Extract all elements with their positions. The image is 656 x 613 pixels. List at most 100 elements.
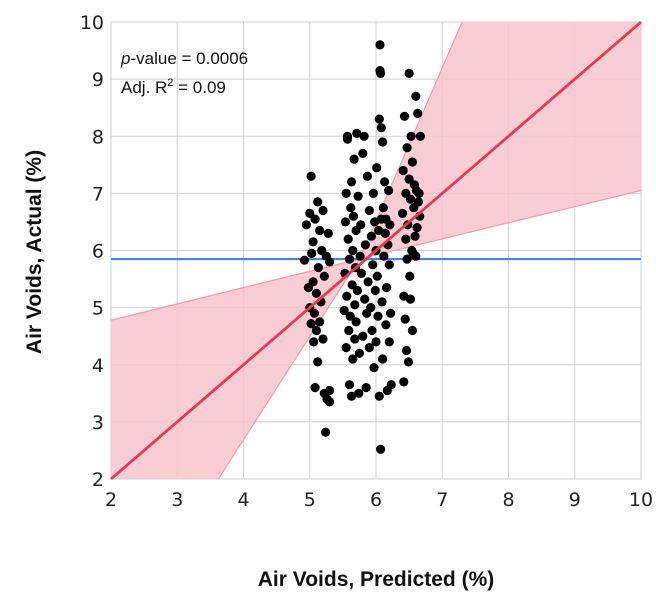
- data-point: [351, 317, 361, 327]
- data-point: [310, 383, 320, 393]
- data-point: [386, 308, 396, 318]
- data-point: [370, 285, 380, 296]
- x-tick-label: 3: [171, 489, 183, 511]
- data-point: [339, 305, 349, 316]
- data-point: [313, 357, 323, 367]
- data-point: [373, 311, 383, 321]
- y-tick-label: 3: [92, 412, 104, 434]
- data-point: [380, 228, 390, 238]
- y-tick-label: 9: [92, 69, 104, 91]
- data-point: [415, 131, 425, 141]
- pvalue-annotation: p-value = 0.0006: [120, 49, 248, 68]
- data-point: [343, 234, 353, 244]
- data-point: [382, 283, 392, 293]
- data-point: [346, 203, 356, 213]
- data-point: [403, 357, 414, 367]
- data-point: [399, 111, 410, 121]
- data-point: [372, 271, 382, 281]
- fit-line-segment: [110, 20, 642, 481]
- data-point: [378, 203, 388, 213]
- data-point: [353, 191, 363, 201]
- data-point: [361, 383, 371, 393]
- x-tick-label: 7: [436, 489, 448, 511]
- x-tick-label: 8: [502, 489, 514, 511]
- data-point: [350, 334, 360, 344]
- data-point: [310, 214, 320, 224]
- data-point: [412, 223, 422, 233]
- data-point: [402, 143, 412, 153]
- data-point: [368, 188, 378, 198]
- data-point: [355, 251, 365, 261]
- data-point: [344, 325, 354, 336]
- data-point: [350, 300, 360, 310]
- tick-labels: 2 3 4 5 6 7 8 9 10 2 3 4 5 6 7 8 9 10: [80, 12, 653, 511]
- data-point: [340, 217, 351, 227]
- x-tick-label: 5: [304, 489, 316, 511]
- data-point: [374, 114, 384, 124]
- data-point: [348, 354, 358, 364]
- data-point: [325, 397, 335, 407]
- data-point: [413, 108, 423, 118]
- data-point: [377, 297, 387, 307]
- data-point: [309, 308, 319, 318]
- data-point: [349, 154, 359, 164]
- data-point: [313, 197, 323, 207]
- data-point: [367, 325, 377, 336]
- data-point: [344, 380, 355, 390]
- data-point: [386, 380, 396, 390]
- data-point: [401, 234, 411, 244]
- data-point: [342, 291, 352, 301]
- data-point: [397, 208, 408, 218]
- data-point: [308, 277, 318, 287]
- data-point: [360, 294, 370, 304]
- data-point: [325, 385, 335, 396]
- x-tick-label: 10: [629, 489, 653, 511]
- data-point: [309, 337, 319, 347]
- data-point: [378, 354, 388, 364]
- data-point: [407, 157, 417, 167]
- data-point: [306, 319, 316, 329]
- data-point: [306, 171, 316, 181]
- y-tick-label: 7: [92, 183, 104, 205]
- data-point: [354, 388, 364, 398]
- data-point: [301, 220, 311, 230]
- r2-annotation: Adj. R2 = 0.09: [121, 77, 226, 97]
- data-point: [341, 343, 351, 353]
- data-point: [376, 123, 386, 133]
- y-axis-title: Air Voids, Actual (%): [23, 150, 46, 354]
- x-tick-label: 2: [105, 489, 117, 511]
- data-point: [368, 260, 378, 270]
- data-point: [375, 40, 385, 50]
- data-point: [363, 277, 373, 287]
- data-point: [315, 225, 325, 236]
- data-point: [381, 320, 391, 330]
- data-point: [364, 205, 374, 216]
- x-tick-label: 9: [569, 489, 581, 511]
- data-point: [406, 131, 416, 141]
- data-point: [299, 255, 309, 265]
- data-point: [384, 337, 394, 347]
- data-point: [358, 148, 368, 158]
- y-tick-label: 6: [92, 241, 104, 263]
- data-point: [348, 245, 358, 256]
- data-point: [325, 257, 335, 267]
- data-point: [401, 345, 412, 356]
- data-point: [411, 91, 421, 101]
- data-point: [345, 311, 355, 321]
- y-tick-label: 10: [80, 12, 104, 34]
- fit-line: [110, 20, 642, 481]
- data-point: [318, 334, 328, 344]
- data-point: [313, 263, 323, 273]
- data-point: [342, 134, 353, 144]
- data-point: [323, 228, 333, 238]
- data-point: [321, 427, 331, 437]
- data-point: [407, 325, 417, 336]
- data-point: [364, 343, 374, 353]
- data-point: [356, 268, 366, 278]
- data-point: [404, 68, 414, 78]
- data-point: [366, 303, 376, 313]
- x-axis-title: Air Voids, Predicted (%): [258, 568, 495, 591]
- data-point: [352, 285, 362, 296]
- data-point: [346, 177, 357, 187]
